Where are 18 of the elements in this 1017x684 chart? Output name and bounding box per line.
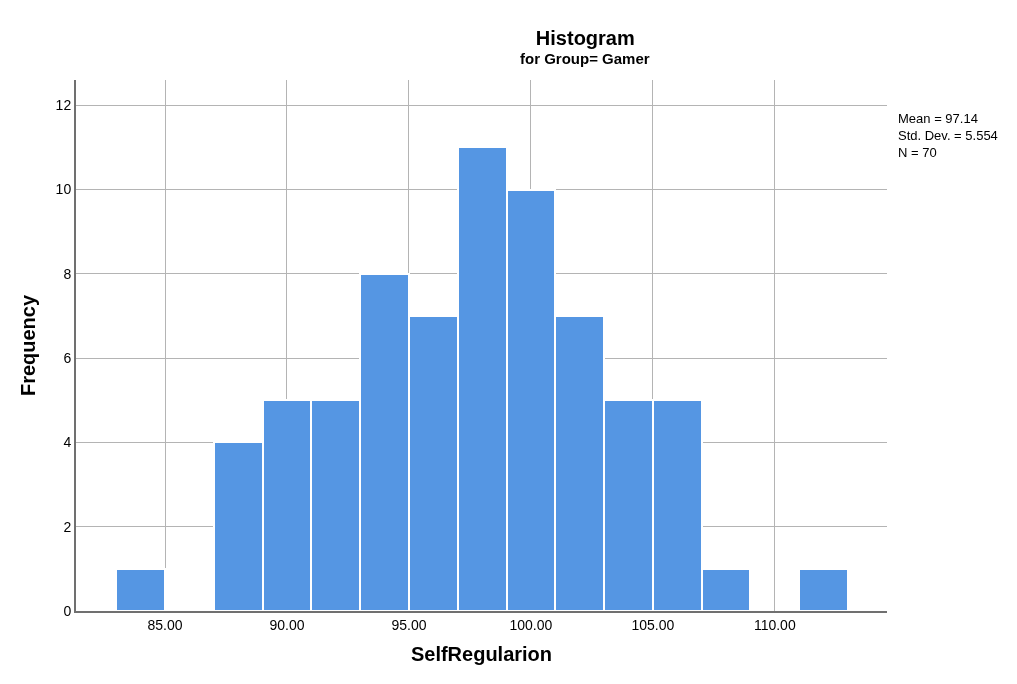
y-tick-label: 6 [63,350,72,367]
text: Mean = 97.14 Std. Dev. = 5.554 N = 70 [898,111,998,160]
y-tick-label: 8 [63,265,72,282]
chart-subtitle: for Group= Gamer [520,50,650,67]
y-tick-label: 0 [63,602,72,619]
x-axis-title: SelfRegularion [410,642,553,665]
x-tick-label: 85.00 [147,616,183,633]
chart-title: Histogram [535,27,635,49]
x-tick-label: 95.00 [391,616,427,633]
y-tick-label: 4 [63,434,72,451]
y-tick-label: 2 [63,518,72,535]
y-tick-label: 10 [55,181,72,198]
y-tick-label: 12 [55,97,72,114]
x-tick-label: 100.00 [509,616,553,633]
x-tick-label: 105.00 [631,616,675,633]
x-tick-label: 110.00 [753,616,796,633]
x-tick-label: 90.00 [269,616,305,633]
y-axis-title: Frequency [16,294,39,397]
